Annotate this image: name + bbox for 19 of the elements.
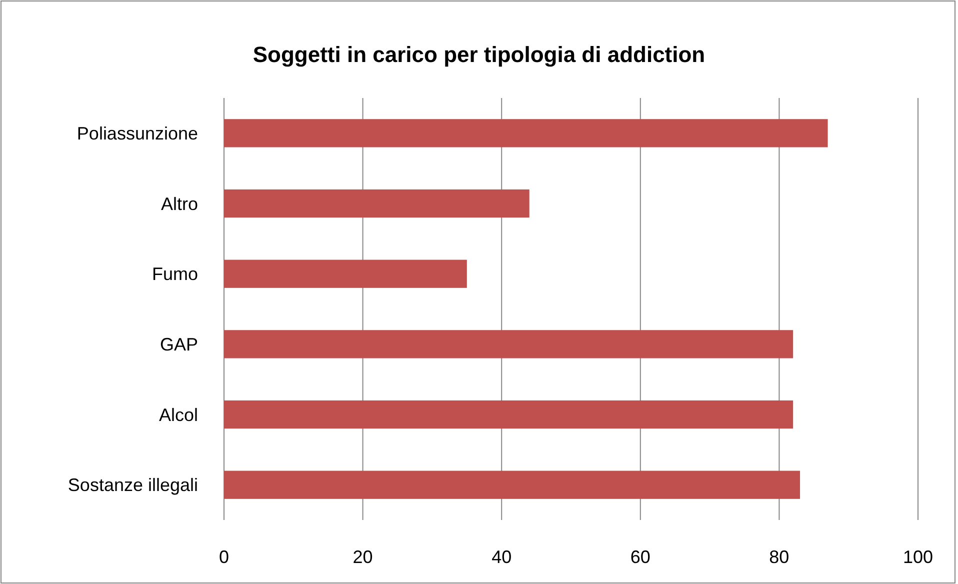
y-tick-label: Fumo bbox=[152, 264, 198, 284]
bar bbox=[224, 189, 530, 218]
y-tick-label: Sostanze illegali bbox=[68, 475, 198, 496]
chart-title: Soggetti in carico per tipologia di addiction bbox=[252, 42, 706, 67]
bar bbox=[224, 330, 794, 358]
y-tick-label: Altro bbox=[160, 194, 198, 214]
x-tick-label: 20 bbox=[352, 547, 373, 567]
x-tick-label: 0 bbox=[218, 547, 230, 567]
bar bbox=[224, 470, 800, 499]
x-tick-label: 100 bbox=[902, 547, 934, 567]
y-tick-label: GAP bbox=[160, 334, 198, 354]
bar bbox=[224, 260, 467, 288]
x-tick-label: 80 bbox=[769, 547, 790, 567]
y-tick-label: Alcol bbox=[158, 404, 198, 425]
bar bbox=[224, 400, 794, 429]
x-tick-label: 60 bbox=[630, 547, 650, 567]
x-tick-label: 40 bbox=[492, 547, 512, 567]
y-tick-label: Poliassunzione bbox=[76, 123, 198, 144]
bar bbox=[224, 119, 828, 148]
